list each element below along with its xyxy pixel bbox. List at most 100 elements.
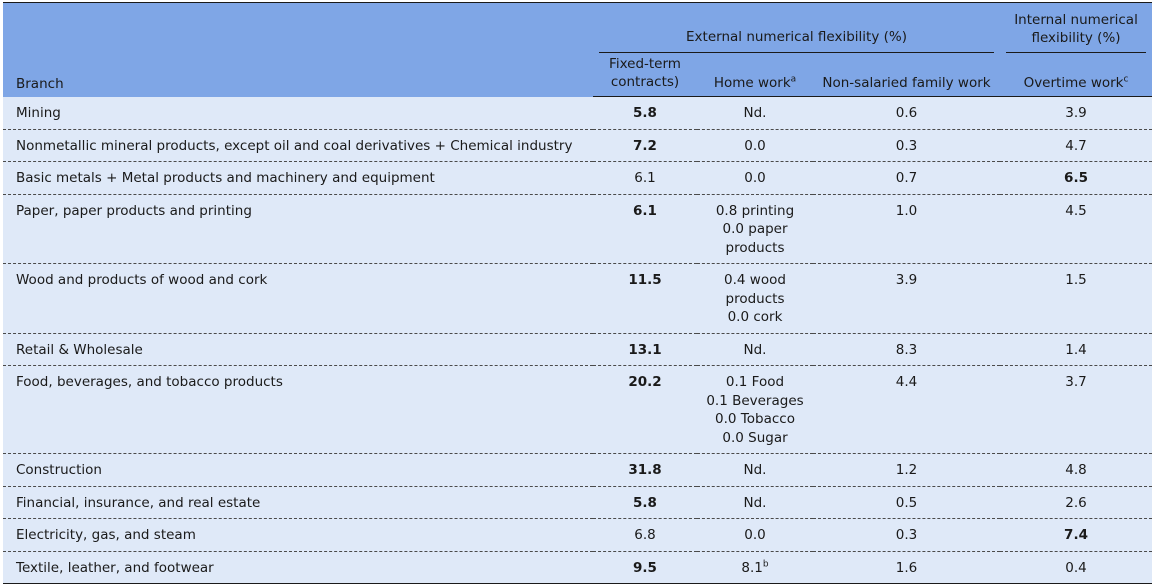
home-work-value: 0.0 [744, 527, 766, 543]
family-work-cell: 4.4 [813, 365, 1001, 454]
fixed-term-value: 6.8 [634, 527, 656, 543]
home-work-line: 8.1b [697, 559, 813, 578]
flexibility-table-container: Branch External numerical flexibility (%… [3, 2, 1153, 584]
home-work-line: 0.1 Food [697, 373, 813, 392]
home-work-line: 0.0 [697, 526, 813, 545]
overtime-value: 2.6 [1065, 494, 1087, 511]
home-work-value: Nd. [743, 462, 767, 478]
branch-cell: Textile, leather, and footwear [3, 551, 593, 584]
home-work-line: Nd. [697, 461, 813, 480]
family-work-value: 0.3 [895, 527, 918, 543]
home-work-line: 0.0 Tobacco [697, 410, 813, 429]
fixed-term-value: 5.8 [633, 105, 657, 121]
table-row: Financial, insurance, and real estate 5.8… [3, 486, 1153, 519]
fixed-term-value: 13.1 [628, 341, 662, 358]
overtime-work-header: Overtime workc [1000, 52, 1153, 97]
branch-name: Textile, leather, and footwear [16, 559, 214, 576]
home-work-value: Nd. [743, 105, 767, 121]
home-work-cell: 0.0 [697, 518, 813, 551]
home-work-line: Nd. [697, 104, 813, 123]
home-work-line: Nd. [697, 341, 813, 360]
overtime-value: 0.4 [1065, 559, 1087, 576]
home-work-values: 0.4 wood products 0.0 cork [697, 264, 813, 333]
branch-cell: Basic metals + Metal products and machin… [3, 161, 593, 194]
overtime-cell: 1.4 [1000, 333, 1153, 366]
home-work-label: Home work [713, 75, 791, 91]
internal-group-rule [1006, 51, 1147, 53]
fixed-term-cell: 6.8 [593, 518, 697, 551]
table-row: Wood and products of wood and cork 11.5 0.… [3, 263, 1153, 333]
home-work-cell: 0.1 Food 0.1 Beverages 0.0 Tobacco 0.0 Suga… [697, 365, 813, 454]
home-work-value: 8.1 [741, 559, 763, 576]
home-work-values: Nd. [697, 97, 813, 129]
branch-name: Construction [16, 462, 102, 478]
branch-name: Paper, paper products and printing [16, 202, 252, 219]
branch-name: Financial, insurance, and real estate [16, 494, 261, 511]
home-work-header: Home worka [697, 52, 813, 97]
home-work-cell: Nd. [697, 96, 813, 129]
home-work-values: Nd. [697, 487, 813, 519]
fixed-term-contracts-header: Fixed-term contracts) [593, 52, 697, 97]
branch-cell: Construction [3, 453, 593, 486]
home-work-values: Nd. [697, 334, 813, 366]
family-work-value: 1.2 [895, 462, 918, 478]
table-row: Food, beverages, and tobacco products 20.… [3, 365, 1153, 454]
fixed-term-value: 9.5 [633, 559, 657, 576]
branch-cell: Paper, paper products and printing [3, 194, 593, 264]
overtime-cell: 4.5 [1000, 194, 1153, 264]
overtime-value: 4.8 [1065, 462, 1087, 478]
branch-cell: Retail & Wholesale [3, 333, 593, 366]
family-work-cell: 8.3 [813, 333, 1001, 366]
home-work-line: 0.1 Beverages [697, 392, 813, 411]
home-work-value: 0.4 wood products [724, 272, 786, 307]
home-work-footnote-mark: a [790, 74, 797, 85]
home-work-value: 0.0 Sugar [722, 429, 788, 446]
fixed-term-value: 7.2 [633, 137, 657, 154]
fixed-term-cell: 7.2 [593, 129, 697, 162]
home-work-cell: 0.0 [697, 161, 813, 194]
fixed-term-value: 5.8 [633, 494, 657, 511]
overtime-cell: 3.9 [1000, 96, 1153, 129]
home-work-value: 0.1 Food [725, 374, 785, 390]
branch-cell: Financial, insurance, and real estate [3, 486, 593, 519]
fixed-term-cell: 9.5 [593, 551, 697, 584]
home-work-footnote-mark: b [762, 559, 769, 569]
family-work-cell: 0.3 [813, 518, 1001, 551]
table-header: Branch External numerical flexibility (%… [3, 2, 1153, 97]
family-work-value: 1.6 [895, 559, 918, 576]
overtime-cell: 4.8 [1000, 453, 1153, 486]
internal-flexibility-header: Internal numerical flexibility (%) [1000, 2, 1153, 53]
home-work-values: 0.8 printing 0.0 paper products [697, 195, 813, 264]
fixed-term-contracts-label: Fixed-term contracts) [609, 56, 681, 90]
home-work-value: 0.0 [744, 137, 766, 154]
overtime-cell: 4.7 [1000, 129, 1153, 162]
home-work-values: 0.0 [697, 130, 813, 162]
home-work-cell: 8.1b [697, 551, 813, 584]
family-work-value: 3.9 [895, 272, 918, 288]
table-row: Retail & Wholesale 13.1 Nd. 8.3 1.4 [3, 333, 1153, 366]
home-work-value: 0.8 printing [715, 202, 795, 219]
fixed-term-cell: 11.5 [593, 263, 697, 333]
fixed-term-cell: 13.1 [593, 333, 697, 366]
family-work-value: 8.3 [895, 341, 918, 358]
branch-cell: Electricity, gas, and steam [3, 518, 593, 551]
overtime-value: 6.5 [1064, 170, 1088, 186]
table-row: Mining 5.8 Nd. 0.6 3.9 [3, 96, 1153, 129]
branch-name: Food, beverages, and tobacco products [16, 374, 283, 390]
fixed-term-value: 20.2 [628, 374, 662, 390]
overtime-value: 3.7 [1065, 374, 1087, 390]
overtime-cell: 0.4 [1000, 551, 1153, 584]
table-row: Electricity, gas, and steam 6.8 0.0 0.3 7.4 [3, 518, 1153, 551]
home-work-cell: 0.0 [697, 129, 813, 162]
branch-cell: Wood and products of wood and cork [3, 263, 593, 333]
home-work-cell: 0.4 wood products 0.0 cork [697, 263, 813, 333]
home-work-value: 0.0 paper products [722, 221, 788, 256]
external-flexibility-header: External numerical flexibility (%) [593, 2, 1001, 53]
branch-cell: Nonmetallic mineral products, except oil… [3, 129, 593, 162]
branch-name: Electricity, gas, and steam [16, 527, 196, 543]
overtime-cell: 6.5 [1000, 161, 1153, 194]
overtime-cell: 7.4 [1000, 518, 1153, 551]
family-work-cell: 3.9 [813, 263, 1001, 333]
branch-cell: Food, beverages, and tobacco products [3, 365, 593, 454]
fixed-term-cell: 31.8 [593, 453, 697, 486]
